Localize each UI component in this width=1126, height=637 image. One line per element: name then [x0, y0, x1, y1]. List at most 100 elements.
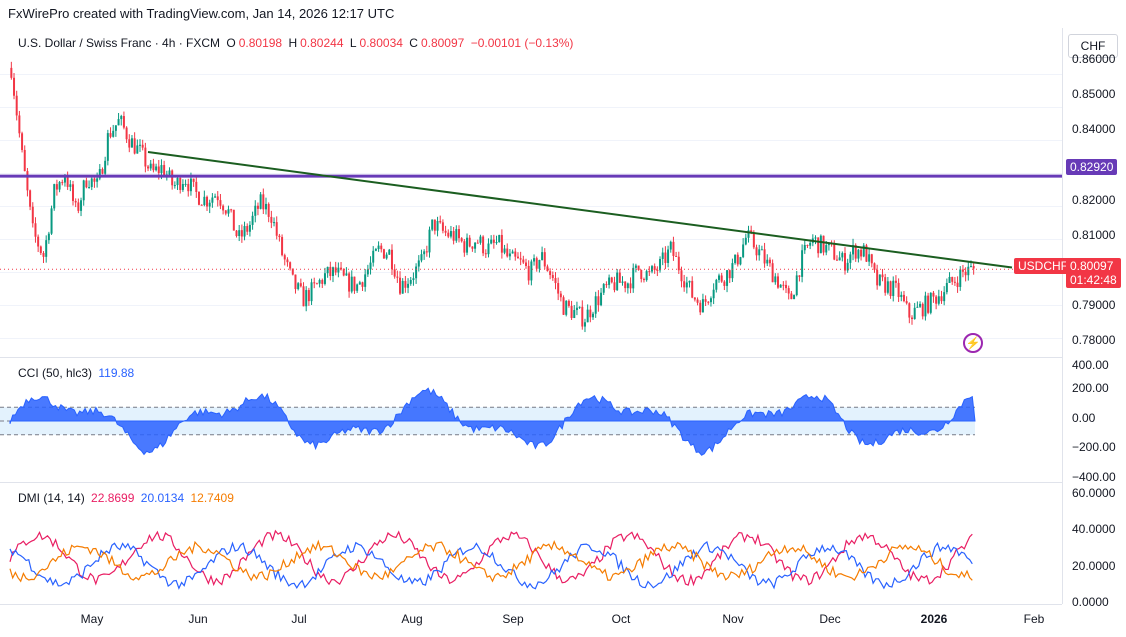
candle-body	[680, 270, 683, 282]
candle-body	[602, 284, 605, 293]
candle-body	[693, 297, 696, 300]
open-value: 0.80198	[238, 36, 283, 50]
candle-body	[157, 166, 160, 174]
candle-body	[98, 169, 101, 179]
candle-body	[369, 262, 372, 270]
candle-body	[484, 253, 487, 255]
candle-body	[814, 237, 817, 239]
candle-body	[522, 259, 525, 263]
candle-body	[900, 294, 903, 298]
candle-body	[774, 276, 777, 283]
candle-body	[865, 245, 868, 262]
candle-body	[924, 295, 927, 317]
candle-body	[833, 244, 836, 260]
candle-body	[460, 238, 463, 242]
candle-body	[315, 283, 318, 285]
candle-body	[503, 248, 506, 253]
candle-body	[47, 233, 50, 241]
candle-body	[283, 255, 286, 260]
candle-body	[26, 171, 29, 191]
dmi-label[interactable]: DMI (14, 14)	[18, 491, 85, 505]
candle-body	[219, 200, 222, 206]
candle-body	[404, 280, 407, 288]
candle-body	[380, 245, 383, 250]
candle-body	[527, 265, 530, 281]
candle-body	[318, 280, 321, 284]
candle-body	[819, 235, 822, 254]
candle-body	[184, 183, 187, 185]
candle-body	[297, 283, 300, 290]
candle-body	[372, 250, 375, 263]
candle-body	[854, 245, 857, 259]
candle-body	[929, 292, 932, 313]
candle-body	[476, 242, 479, 244]
symbol-title[interactable]: U.S. Dollar / Swiss Franc · 4h · FXCM	[18, 36, 221, 50]
cci-tick: −200.00	[1072, 440, 1116, 454]
candle-body	[549, 271, 552, 276]
candle-body	[353, 276, 356, 291]
candle-body	[206, 196, 209, 207]
dmi-minus-value: 20.0134	[140, 491, 185, 505]
candle-body	[299, 283, 302, 287]
candle-body	[21, 133, 24, 150]
candle-body	[921, 303, 924, 317]
candle-body	[436, 220, 439, 231]
candle-body	[144, 147, 147, 167]
candle-body	[243, 226, 246, 237]
candle-body	[390, 249, 393, 270]
candle-body	[441, 222, 444, 231]
candle-body	[334, 267, 337, 273]
candle-body	[302, 286, 305, 307]
candle-body	[688, 280, 691, 283]
candle-body	[187, 183, 190, 192]
candle-body	[913, 307, 916, 320]
candle-body	[894, 280, 897, 283]
candle-body	[806, 244, 809, 246]
candle-body	[637, 265, 640, 270]
candle-body	[348, 273, 351, 292]
candle-body	[699, 302, 702, 313]
candle-body	[752, 233, 755, 248]
candle-body	[214, 196, 217, 198]
candle-body	[195, 181, 198, 192]
last-price-label: 0.80097 01:42:48	[1066, 258, 1121, 288]
candle-body	[726, 270, 729, 286]
currency-button[interactable]: CHF	[1068, 34, 1118, 58]
candle-body	[943, 292, 946, 302]
price-tick: 0.86000	[1072, 52, 1116, 66]
pane-divider-cci	[0, 357, 1062, 358]
price-axis-divider	[1062, 28, 1063, 604]
candle-body	[396, 276, 399, 278]
candle-body	[618, 272, 621, 283]
candle-body	[715, 279, 718, 290]
candle-body	[661, 252, 664, 259]
candle-body	[254, 205, 257, 216]
candle-body	[511, 251, 514, 254]
candle-body	[790, 293, 793, 300]
time-tick: Aug	[401, 612, 423, 626]
candle-body	[742, 244, 745, 258]
cci-label[interactable]: CCI (50, hlc3)	[18, 366, 93, 380]
candle-body	[139, 144, 142, 146]
time-tick: Jun	[188, 612, 208, 626]
cci-area	[9, 387, 976, 456]
candle-body	[305, 290, 308, 307]
candle-body	[15, 95, 18, 116]
candle-body	[428, 229, 431, 253]
candle-body	[45, 240, 48, 257]
candle-body	[431, 219, 434, 230]
candle-body	[969, 266, 972, 268]
candle-body	[519, 258, 522, 260]
candle-body	[948, 276, 951, 283]
high-label: H	[288, 36, 298, 50]
candle-body	[798, 275, 801, 277]
candle-body	[747, 230, 750, 238]
candle-body	[675, 255, 678, 257]
candle-body	[238, 230, 241, 237]
candle-body	[409, 280, 412, 284]
candle-body	[332, 267, 335, 276]
alert-icon[interactable]: ⚡	[963, 333, 983, 353]
candle-body	[364, 274, 367, 287]
